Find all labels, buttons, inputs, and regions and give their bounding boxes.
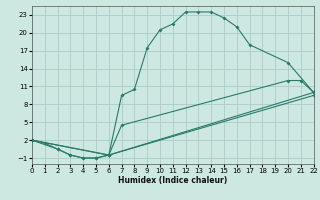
X-axis label: Humidex (Indice chaleur): Humidex (Indice chaleur) [118,176,228,185]
